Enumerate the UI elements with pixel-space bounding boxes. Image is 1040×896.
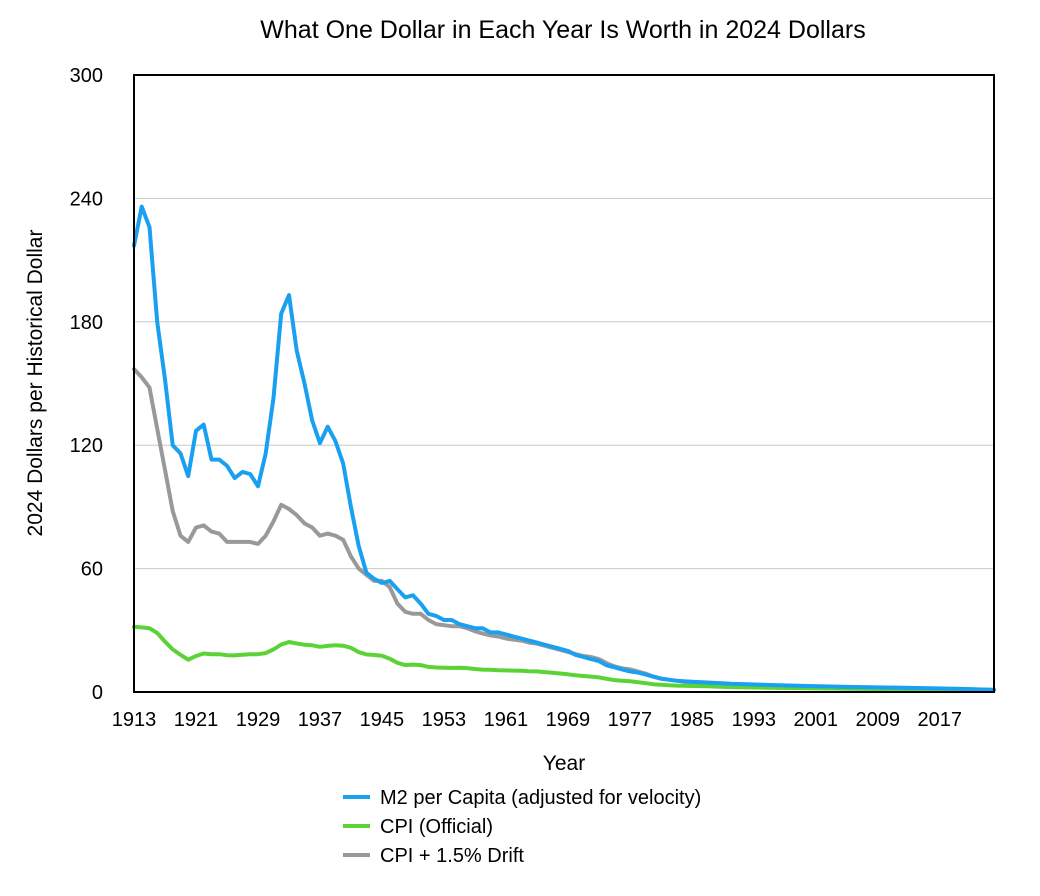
y-axis-ticks: 0 60 120 180 240 300: [70, 65, 103, 704]
x-tick-label: 1985: [670, 709, 715, 731]
series-line-1: [132, 624, 996, 692]
y-tick-label: 300: [70, 65, 103, 87]
gridlines: [134, 197, 994, 570]
series-line-0: [132, 204, 996, 692]
x-axis-ticks: 1913 1921 1929 1937 1945 1953 1961 1969 1977 1985…: [112, 709, 962, 731]
x-axis-label: Year: [543, 752, 585, 775]
y-axis-label: 2024 Dollars per Historical Dollar: [24, 230, 47, 537]
legend-label-2: CPI + 1.5% Drift: [380, 845, 524, 867]
plot-area-frame: [133, 74, 995, 693]
legend-label-1: CPI (Official): [380, 816, 493, 838]
x-tick-label: 1969: [546, 709, 591, 731]
x-tick-label: 2009: [856, 709, 901, 731]
x-tick-label: 1913: [112, 709, 157, 731]
x-tick-label: 2001: [794, 709, 839, 731]
series-lines: [132, 204, 996, 692]
chart-title: What One Dollar in Each Year Is Worth in…: [260, 16, 865, 44]
legend: M2 per Capita (adjusted for velocity) CPI…: [343, 787, 701, 867]
x-tick-label: 1929: [236, 709, 281, 731]
x-tick-label: 1945: [360, 709, 405, 731]
x-tick-label: 1961: [484, 709, 529, 731]
y-tick-label: 240: [70, 188, 103, 210]
y-tick-label: 180: [70, 312, 103, 334]
y-tick-label: 120: [70, 435, 103, 457]
y-tick-label: 0: [92, 682, 103, 704]
y-tick-label: 60: [81, 559, 103, 581]
x-tick-label: 1953: [422, 709, 467, 731]
x-tick-label: 1937: [298, 709, 343, 731]
x-tick-label: 2017: [918, 709, 963, 731]
x-tick-label: 1977: [608, 709, 653, 731]
x-tick-label: 1993: [732, 709, 777, 731]
series-line-2: [132, 367, 996, 692]
x-tick-label: 1921: [174, 709, 219, 731]
legend-label-0: M2 per Capita (adjusted for velocity): [380, 787, 701, 809]
